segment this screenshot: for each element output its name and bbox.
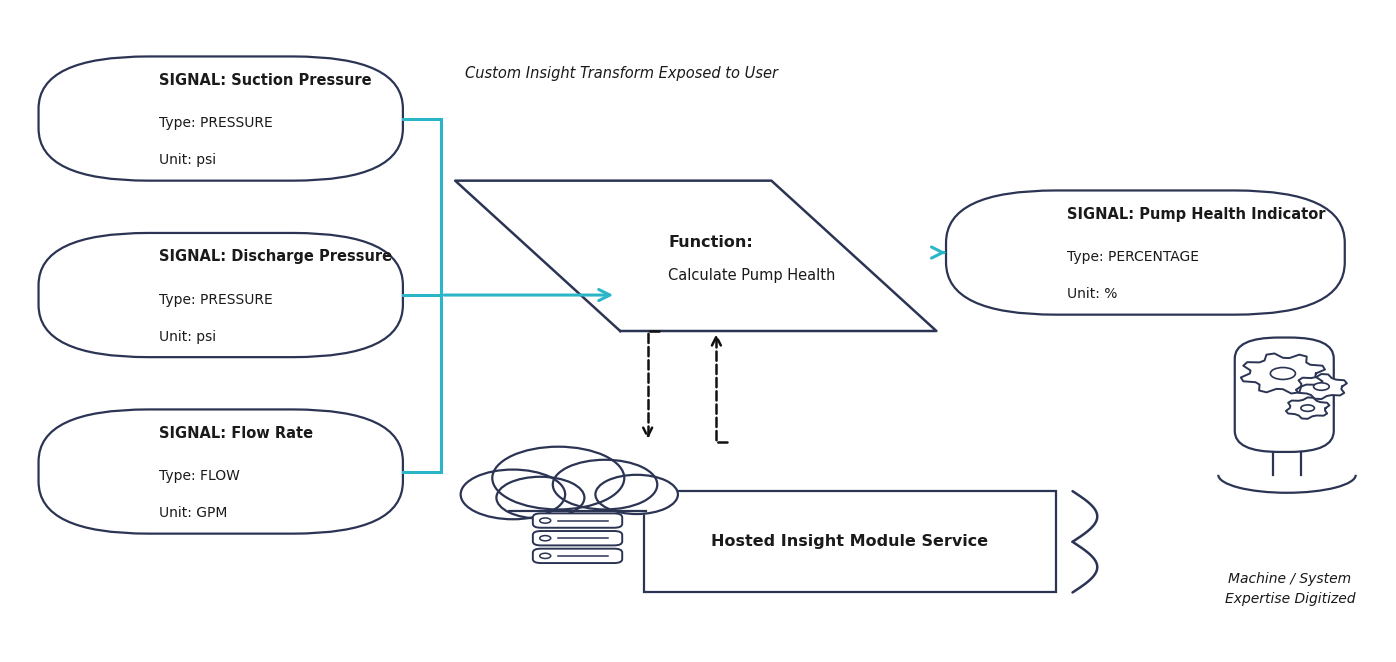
FancyBboxPatch shape: [1235, 338, 1333, 452]
Text: SIGNAL: Pump Health Indicator: SIGNAL: Pump Health Indicator: [1067, 207, 1325, 222]
Circle shape: [1314, 383, 1329, 391]
Text: Type: PERCENTAGE: Type: PERCENTAGE: [1067, 250, 1199, 264]
Text: Unit: psi: Unit: psi: [159, 330, 216, 344]
Text: Calculate Pump Health: Calculate Pump Health: [669, 268, 836, 283]
Circle shape: [1270, 367, 1295, 379]
Text: Unit: GPM: Unit: GPM: [159, 506, 228, 520]
Bar: [508, 495, 646, 511]
Polygon shape: [1241, 354, 1325, 393]
Text: Machine / System
Expertise Digitized: Machine / System Expertise Digitized: [1224, 572, 1356, 606]
Bar: [644, 491, 1055, 592]
Circle shape: [540, 553, 550, 559]
Circle shape: [596, 475, 678, 514]
Circle shape: [1301, 405, 1315, 411]
Text: Hosted Insight Module Service: Hosted Insight Module Service: [711, 534, 988, 549]
Text: SIGNAL: Flow Rate: SIGNAL: Flow Rate: [159, 426, 313, 441]
FancyBboxPatch shape: [533, 531, 623, 545]
Circle shape: [497, 477, 585, 518]
FancyBboxPatch shape: [39, 233, 403, 357]
Circle shape: [540, 518, 550, 523]
FancyBboxPatch shape: [39, 409, 403, 534]
Polygon shape: [455, 181, 937, 331]
Circle shape: [493, 447, 624, 510]
Text: Type: PRESSURE: Type: PRESSURE: [159, 293, 274, 307]
Polygon shape: [1295, 374, 1347, 399]
Circle shape: [553, 460, 658, 510]
FancyBboxPatch shape: [946, 191, 1344, 314]
Text: Unit: %: Unit: %: [1067, 287, 1117, 301]
Circle shape: [540, 536, 550, 541]
FancyBboxPatch shape: [39, 56, 403, 181]
Text: Type: FLOW: Type: FLOW: [159, 469, 240, 483]
FancyBboxPatch shape: [533, 549, 623, 563]
FancyBboxPatch shape: [533, 513, 623, 528]
Text: SIGNAL: Suction Pressure: SIGNAL: Suction Pressure: [159, 73, 371, 88]
Text: Custom Insight Transform Exposed to User: Custom Insight Transform Exposed to User: [465, 66, 778, 81]
Polygon shape: [1286, 397, 1329, 419]
Text: SIGNAL: Discharge Pressure: SIGNAL: Discharge Pressure: [159, 250, 392, 264]
Text: Function:: Function:: [669, 235, 752, 250]
Text: Unit: psi: Unit: psi: [159, 154, 216, 167]
Text: Type: PRESSURE: Type: PRESSURE: [159, 116, 274, 130]
Circle shape: [461, 469, 565, 519]
